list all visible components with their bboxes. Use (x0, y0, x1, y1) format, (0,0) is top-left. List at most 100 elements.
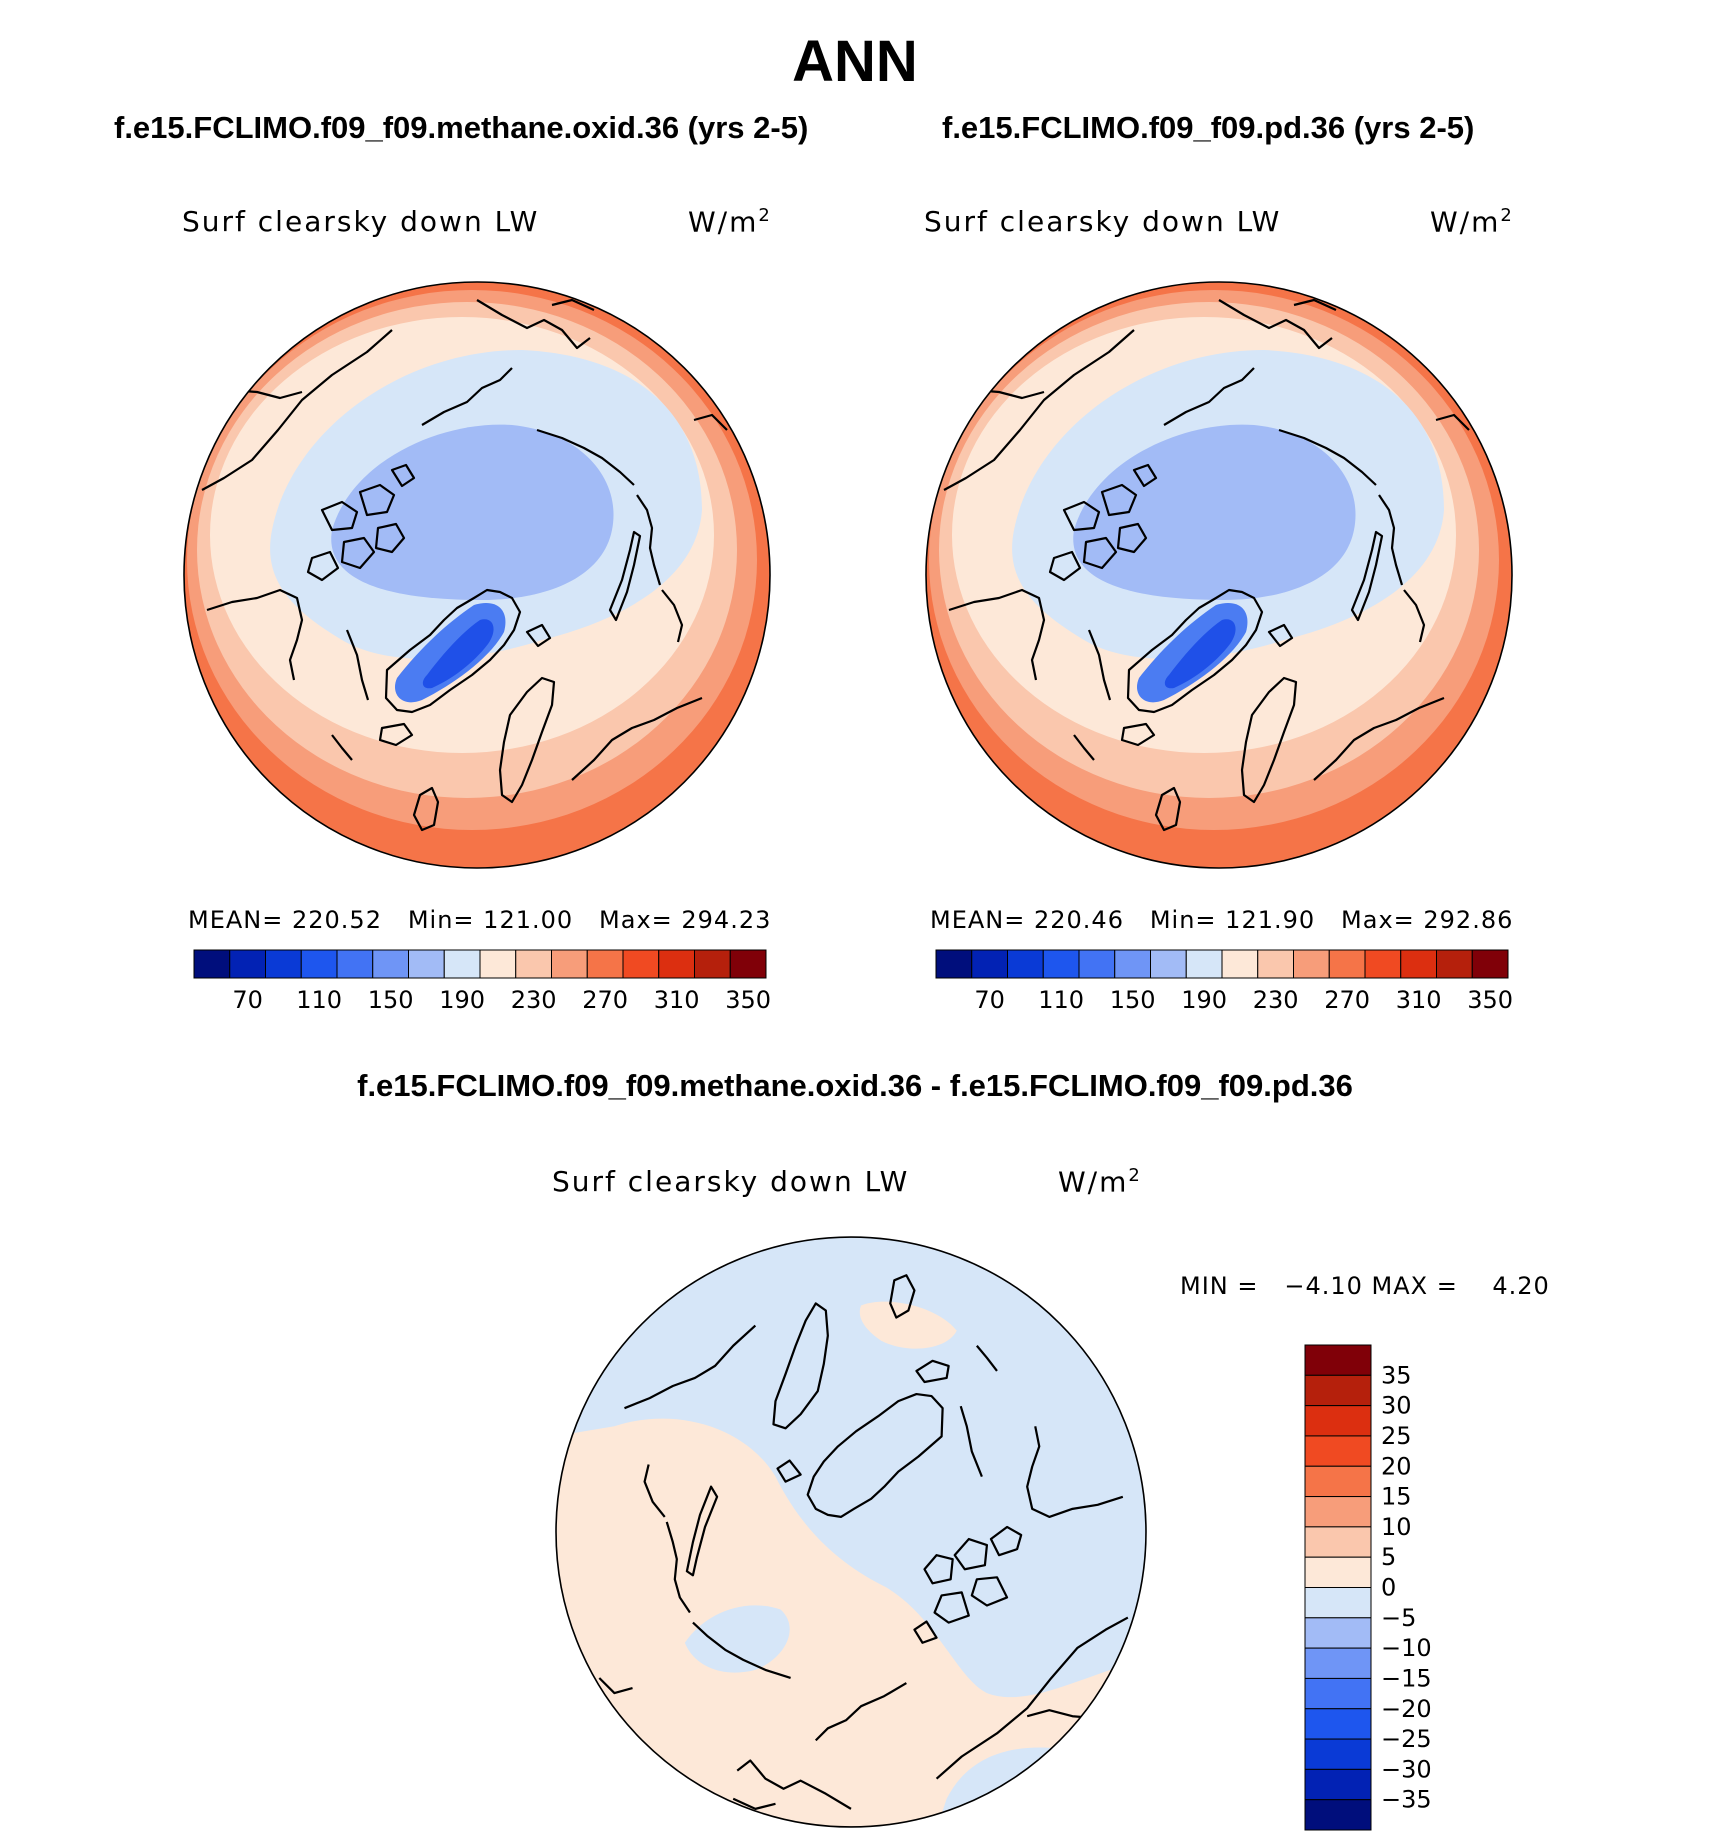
coastline-3 (959, 1405, 983, 1478)
difference-stats: MIN = −4.10 MAX = 4.20 (1180, 1272, 1550, 1300)
colorbar-swatch-1 (229, 949, 266, 979)
map-border (555, 1236, 1147, 1828)
coastline-6 (692, 1621, 791, 1680)
map-field (556, 1237, 1146, 1827)
coastline-4 (571, 696, 703, 781)
field-mid-low (331, 424, 614, 600)
colorbar-swatch-0 (935, 949, 973, 979)
land-outline-8 (772, 1302, 829, 1430)
colorbar-tick-label: −15 (1381, 1664, 1432, 1692)
land-outline-6 (390, 463, 416, 488)
colorbar-swatch-9 (1257, 949, 1294, 979)
right-units-label: W/m2 (1430, 205, 1514, 239)
land-outline-7 (378, 722, 414, 747)
field-very-low (422, 619, 494, 689)
coastline-5 (1163, 367, 1255, 426)
right-case-title: f.e15.FCLIMO.f09_f09.pd.36 (yrs 2-5) (942, 110, 1475, 145)
coastline-11 (1073, 734, 1095, 761)
map-field (184, 282, 770, 868)
land-outline-9 (889, 1274, 916, 1319)
colorbar-swatch-6 (1304, 1526, 1372, 1558)
coastline-0 (201, 329, 393, 491)
land-outline-7 (1120, 722, 1156, 747)
land-outline-2 (933, 1591, 970, 1624)
colorbar-swatch-15 (729, 949, 767, 979)
coastline-5 (814, 1682, 907, 1742)
colorbar-swatch-15 (1471, 949, 1509, 979)
colorbar-swatch-14 (694, 949, 731, 979)
coastline-3 (1087, 629, 1112, 701)
coastline-2 (206, 588, 304, 681)
field-positive-siberia (859, 1301, 957, 1349)
colorbar-swatch-10 (1304, 1647, 1372, 1679)
land-outline-7 (915, 1359, 950, 1384)
coastline-6 (1278, 428, 1377, 486)
colorbar-tick-label: 190 (439, 986, 485, 1014)
colorbar-tick-label: 30 (1381, 1392, 1412, 1420)
coastline-12 (1435, 413, 1470, 431)
coastline-9 (476, 299, 591, 350)
land-outline-3 (953, 1537, 989, 1571)
coastline-12 (693, 413, 728, 431)
land-outline-4 (1116, 522, 1148, 554)
colorbar-swatch-7 (1304, 1556, 1372, 1588)
colorbar-swatch-5 (1304, 1496, 1372, 1528)
colorbar-tick-label: 25 (1381, 1422, 1412, 1450)
right-variable-label: Surf clearsky down LW (924, 205, 1282, 238)
land-outline-4 (923, 1554, 954, 1585)
colorbar-swatch-4 (1078, 949, 1116, 979)
land-outline-1 (1062, 500, 1101, 532)
colorbar-swatch-9 (515, 949, 552, 979)
left-stats: MEAN= 220.52 Min= 121.00 Max= 294.23 (188, 906, 772, 934)
coastline-11 (975, 1345, 998, 1372)
coastline-12 (598, 1677, 633, 1695)
right-polar-map (925, 281, 1513, 869)
colorbar-swatch-11 (586, 949, 624, 979)
colorbar-swatch-3 (300, 949, 338, 979)
land-outline-10 (1267, 623, 1294, 648)
left-colorbar: 70 110 150 190 230 270 310 350 (193, 949, 771, 1014)
land-outline-3 (1082, 536, 1118, 570)
colorbar-tick-label: −30 (1381, 1755, 1432, 1783)
land-outline-5 (306, 550, 340, 582)
coastline-0 (935, 1616, 1129, 1780)
colorbar-tick-label: 350 (725, 986, 771, 1014)
left-variable-label: Surf clearsky down LW (182, 205, 540, 238)
colorbar-tick-label: 35 (1381, 1361, 1412, 1389)
colorbar-swatch-9 (1304, 1617, 1372, 1649)
left-case-title: f.e15.FCLIMO.f09_f09.methane.oxid.36 (yr… (114, 110, 809, 145)
colorbar-swatch-14 (1304, 1768, 1372, 1801)
colorbar-swatch-13 (1304, 1738, 1372, 1770)
colorbar-tick-label: −5 (1381, 1604, 1416, 1632)
colorbar-tick-label: 190 (1181, 986, 1227, 1014)
land-outline-1 (970, 1576, 1009, 1607)
colorbar-tick-label: 110 (296, 986, 342, 1014)
colorbar-tick-label: 70 (232, 986, 263, 1014)
colorbar-swatch-8 (1304, 1587, 1372, 1619)
difference-case-title: f.e15.FCLIMO.f09_f09.methane.oxid.36 - f… (357, 1068, 1353, 1103)
land-outline-9 (1154, 786, 1182, 832)
coastline-10 (1293, 298, 1337, 312)
left-units-label: W/m2 (688, 205, 772, 239)
colorbar-swatch-11 (1304, 1677, 1372, 1710)
map-field (926, 282, 1512, 868)
colorbar-swatch-15 (1304, 1799, 1372, 1831)
land-outline-0 (806, 1392, 944, 1519)
land-outline-0 (384, 588, 522, 714)
difference-units-label: W/m2 (1058, 1165, 1142, 1199)
coastline-9 (736, 1759, 852, 1810)
colorbar-swatch-4 (1304, 1465, 1372, 1498)
colorbar-swatch-5 (372, 949, 409, 979)
colorbar-tick-label: 270 (1324, 986, 1370, 1014)
colorbar-tick-label: 310 (654, 986, 700, 1014)
colorbar-swatch-14 (1436, 949, 1473, 979)
colorbar-tick-label: −20 (1381, 1695, 1432, 1723)
coastline-8 (1403, 589, 1426, 643)
colorbar-tick-label: 110 (1038, 986, 1084, 1014)
coastline-8 (661, 589, 684, 643)
colorbar-swatch-13 (1400, 949, 1437, 979)
land-outline-10 (776, 1459, 802, 1483)
land-outline-6 (913, 1620, 938, 1644)
